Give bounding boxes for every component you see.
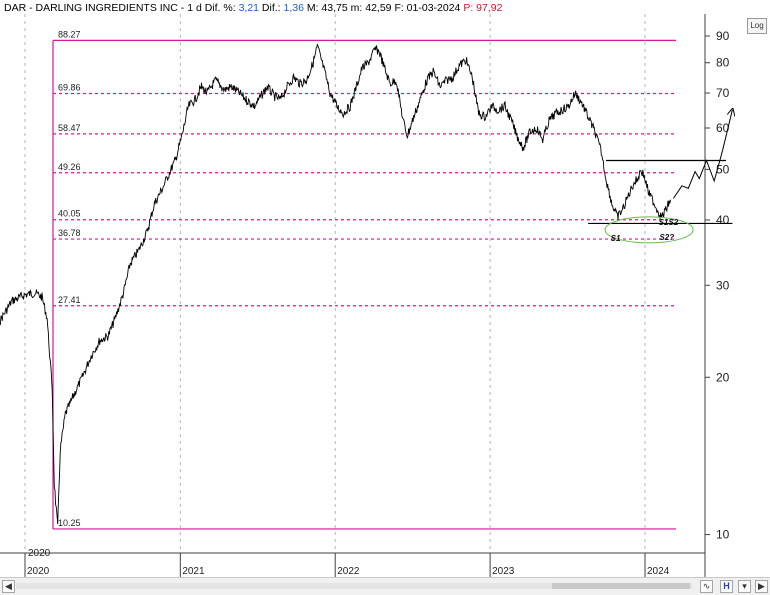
y-tick-label: 90	[716, 29, 730, 43]
diff-pct-label: Dif. %:	[204, 2, 236, 14]
fib-level-label: 10.25	[58, 518, 81, 528]
x-tick-label: 2020	[27, 566, 50, 577]
projection-path-arrow	[672, 110, 732, 199]
fib-level-label: 36.78	[58, 228, 81, 238]
scroll-right-icon[interactable]: ▶	[755, 580, 768, 593]
diff-pct-value: 3,21	[238, 2, 259, 14]
fib-level-label: 40.05	[58, 209, 81, 219]
x-tick-label: 2023	[492, 566, 515, 577]
y-tick-label: 60	[716, 121, 730, 135]
min-label: m: 42,59	[350, 2, 392, 14]
plot-area[interactable]: 10 20 30 40 50 60 70 80 90 2020 2021 2022 2023 2024 20…	[0, 14, 732, 577]
support-annotation: S2?	[659, 233, 674, 242]
y-tick-label: 10	[716, 528, 730, 542]
timeframe-label: 1 d	[187, 2, 202, 14]
x-tick-label: 2024	[647, 566, 670, 577]
max-label: M: 43,75	[306, 2, 348, 14]
price-chart[interactable]: 10 20 30 40 50 60 70 80 90 2020 2021 2022 2023 2024 20…	[0, 0, 770, 577]
price-series-line	[0, 43, 671, 525]
fib-level-label: 58.47	[58, 123, 81, 133]
support-ellipse	[604, 216, 694, 244]
fib-level-label: 88.27	[58, 29, 81, 39]
nav-icon[interactable]: ▾	[738, 580, 751, 593]
x-tick-label: 2022	[337, 566, 360, 577]
chart-header: DAR - DARLING INGREDIENTS INC - 1 d Dif.…	[0, 0, 708, 16]
y-tick-label: 70	[716, 86, 730, 100]
scroll-left-icon[interactable]: ◀	[2, 580, 15, 593]
y-tick-label: 30	[716, 278, 730, 292]
x-tick-label: 2021	[182, 566, 205, 577]
y-tick-label: 80	[716, 56, 730, 70]
bottom-scroll-bar: ◀ ∿ H ▾ ▶	[0, 577, 770, 595]
y-tick-label: 20	[716, 370, 730, 384]
support-annotation: S1S2	[659, 218, 679, 227]
log-scale-button[interactable]: Log	[747, 18, 767, 34]
y-tick-label: 40	[716, 213, 730, 227]
h-icon[interactable]: H	[720, 580, 733, 593]
diff-value: 1,36	[283, 2, 304, 14]
symbol-label: DAR - DARLING INGREDIENTS INC -	[4, 2, 185, 14]
price-label: P: 97,92	[463, 2, 503, 14]
diff-label: Dif.:	[261, 2, 281, 14]
support-annotation: S1	[611, 234, 621, 243]
fib-level-label: 27.41	[58, 295, 81, 305]
fib-level-label: 69.86	[58, 82, 81, 92]
fib-level-label: 49.26	[58, 162, 81, 172]
scroll-track[interactable]	[16, 583, 692, 589]
date-label: F: 01-03-2024	[394, 2, 461, 14]
resize-icon[interactable]: ∿	[700, 580, 713, 593]
x-top-year-label: 2020	[28, 548, 51, 559]
y-tick-label: 50	[716, 162, 730, 176]
scroll-thumb[interactable]	[552, 583, 690, 589]
